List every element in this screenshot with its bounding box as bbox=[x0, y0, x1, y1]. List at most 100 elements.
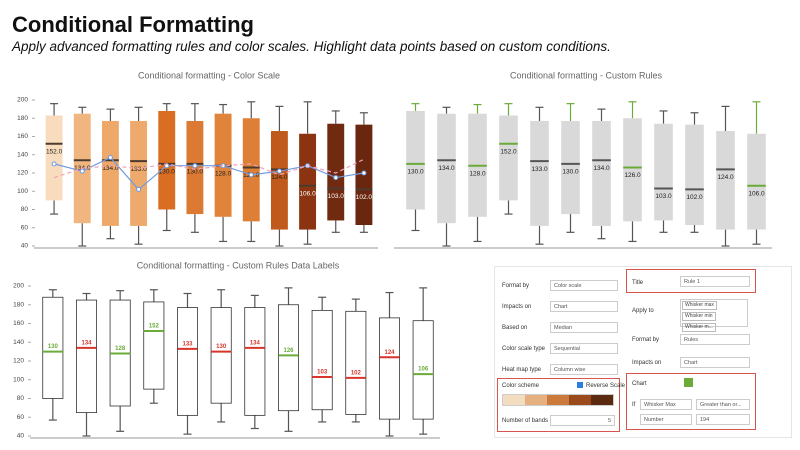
value-label: 134.0 bbox=[102, 165, 119, 172]
field-label: Chart bbox=[632, 381, 647, 387]
checkbox-label: Reverse Scale bbox=[586, 383, 626, 389]
box bbox=[345, 310, 367, 415]
box bbox=[327, 123, 345, 221]
value-label: 133 bbox=[182, 341, 193, 347]
field-label: Number of bands bbox=[502, 418, 549, 424]
value-label: 102.0 bbox=[356, 194, 373, 201]
box bbox=[299, 133, 317, 230]
y-tick-label: 80 bbox=[21, 206, 29, 213]
value-label: 103 bbox=[317, 370, 328, 376]
dropdown[interactable]: Color scale bbox=[550, 280, 618, 291]
multi-select[interactable]: Whisker max Whisker min Whisker m... bbox=[680, 299, 748, 332]
color-scheme[interactable] bbox=[502, 394, 614, 406]
dropdown[interactable]: Chart bbox=[550, 301, 618, 312]
box bbox=[76, 299, 98, 413]
box bbox=[244, 307, 266, 416]
input[interactable]: Rule 1 bbox=[680, 276, 750, 287]
dropdown[interactable]: Column wise bbox=[550, 364, 618, 375]
box bbox=[499, 115, 518, 201]
box bbox=[242, 118, 260, 222]
y-tick-label: 100 bbox=[13, 376, 24, 383]
box bbox=[45, 115, 63, 201]
dropdown[interactable]: Sequential bbox=[550, 343, 618, 354]
value-label: 152.0 bbox=[46, 149, 63, 156]
highlight bbox=[497, 378, 620, 432]
y-tick-label: 140 bbox=[13, 339, 24, 346]
value-label: 103.0 bbox=[328, 193, 345, 200]
dropdown[interactable]: Whisker Max bbox=[640, 399, 692, 410]
chart-title: Conditional formatting - Color Scale bbox=[138, 70, 280, 80]
dropdown[interactable]: Chart bbox=[680, 357, 750, 368]
y-tick-label: 200 bbox=[17, 97, 28, 104]
box bbox=[101, 120, 119, 226]
value-label: 124 bbox=[384, 350, 395, 356]
value-label: 103.0 bbox=[655, 193, 672, 200]
trend-point bbox=[248, 172, 254, 178]
y-tick-label: 140 bbox=[17, 151, 28, 158]
input[interactable]: 5 bbox=[550, 415, 615, 426]
value-label: 133.0 bbox=[531, 166, 548, 173]
trend-point bbox=[136, 186, 142, 192]
box bbox=[158, 110, 176, 210]
value-label: 106 bbox=[418, 367, 429, 373]
value-label: 152 bbox=[149, 324, 160, 330]
value-label: 124.0 bbox=[271, 174, 288, 181]
value-label: 130.0 bbox=[407, 169, 424, 176]
field-label: Format by bbox=[632, 337, 660, 343]
box bbox=[176, 307, 198, 416]
dropdown[interactable]: Number bbox=[640, 414, 692, 425]
dropdown[interactable]: Median bbox=[550, 322, 618, 333]
checkbox[interactable] bbox=[577, 382, 583, 388]
tag: Whisker m... bbox=[682, 323, 716, 332]
trend-point bbox=[333, 175, 339, 181]
value-label: 130 bbox=[48, 344, 59, 350]
y-tick-label: 180 bbox=[13, 301, 24, 308]
y-tick-label: 120 bbox=[17, 170, 28, 177]
box bbox=[592, 120, 611, 226]
box bbox=[561, 120, 580, 215]
value-label: 106.0 bbox=[299, 190, 316, 197]
value-label: 130.0 bbox=[187, 169, 204, 176]
trend-point bbox=[276, 168, 282, 174]
box bbox=[378, 317, 400, 420]
field-label: If bbox=[632, 402, 636, 408]
input[interactable]: 194 bbox=[696, 414, 750, 425]
value-label: 126 bbox=[283, 348, 294, 354]
tag: Whisker min bbox=[682, 312, 716, 321]
y-tick-label: 200 bbox=[13, 283, 24, 290]
field-label: Based on bbox=[502, 325, 528, 331]
field-label: Apply to bbox=[632, 308, 654, 314]
box bbox=[42, 296, 64, 399]
value-label: 128 bbox=[115, 346, 126, 352]
value-label: 133.0 bbox=[130, 166, 147, 173]
y-tick-label: 80 bbox=[17, 395, 25, 402]
value-label: 134.0 bbox=[438, 165, 455, 172]
trend-line bbox=[53, 156, 365, 191]
box bbox=[311, 309, 333, 411]
value-label: 128.0 bbox=[469, 170, 486, 177]
field-label: Heat map type bbox=[502, 367, 542, 373]
dropdown[interactable]: Rules bbox=[680, 334, 750, 345]
box bbox=[270, 131, 288, 230]
field-label: Title bbox=[632, 280, 644, 286]
field-label: Format by bbox=[502, 283, 530, 289]
box bbox=[412, 320, 434, 420]
box bbox=[716, 131, 735, 230]
field-label: Impacts on bbox=[502, 304, 532, 310]
tag: Whisker max bbox=[682, 301, 717, 310]
box bbox=[747, 133, 766, 230]
field-label: Color scale type bbox=[502, 346, 546, 352]
box bbox=[530, 120, 549, 226]
y-tick-label: 160 bbox=[13, 320, 24, 327]
highlight bbox=[626, 373, 756, 430]
value-label: 130 bbox=[216, 344, 227, 350]
y-tick-label: 160 bbox=[17, 133, 28, 140]
color-swatch[interactable] bbox=[684, 378, 693, 387]
box bbox=[685, 124, 704, 226]
value-label: 128.0 bbox=[215, 170, 232, 177]
dropdown[interactable]: Greater than or... bbox=[696, 399, 750, 410]
trend-line bbox=[53, 158, 365, 179]
trend-point bbox=[192, 163, 198, 169]
y-tick-label: 40 bbox=[17, 433, 25, 440]
chart-title: Conditional formatting - Custom Rules Da… bbox=[137, 260, 340, 270]
